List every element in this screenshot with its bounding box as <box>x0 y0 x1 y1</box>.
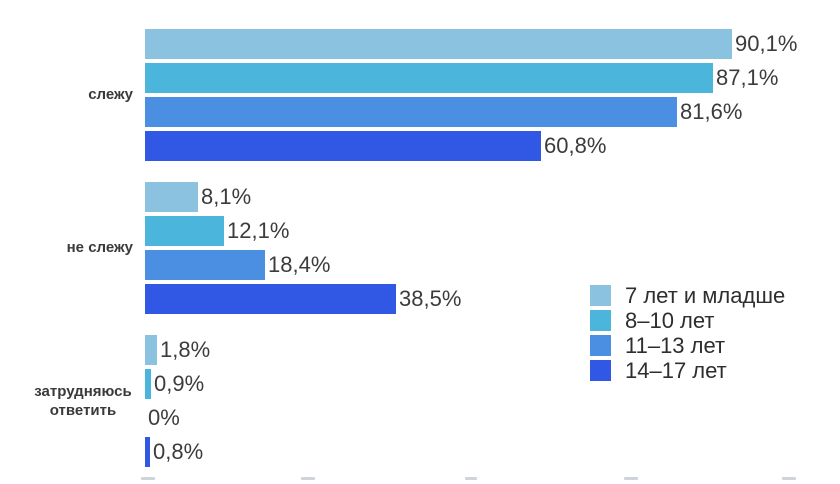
bar <box>145 437 150 467</box>
category-label-text: слежу <box>88 86 133 104</box>
category-label: не слежу <box>0 238 133 258</box>
bar-value-label: 38,5% <box>399 286 462 311</box>
category-label: затрудняюсь ответить <box>0 382 133 421</box>
bar <box>145 284 396 314</box>
cropped-caption-artifact <box>624 477 638 480</box>
bar <box>145 369 151 399</box>
cropped-caption-artifact <box>141 477 155 480</box>
category-label-text: затрудняюсь ответить <box>34 382 132 420</box>
bar <box>145 97 677 127</box>
bar-rows: 90,1% 87,1% 81,6% 60,8% <box>145 29 797 161</box>
bar-value-label: 0% <box>148 405 180 430</box>
bar-rows: 1,8% 0,9% 0% 0,8% <box>145 335 210 467</box>
legend-item: 14–17 лет <box>590 358 785 383</box>
bar-row: 90,1% <box>145 29 797 59</box>
bar-group: слежу 90,1% 87,1% 81,6% 60,8% <box>0 29 840 161</box>
legend-swatch-age-8-10 <box>590 310 611 331</box>
cropped-caption-artifact <box>465 477 477 480</box>
category-label: слежу <box>0 85 133 105</box>
legend-swatch-age-11-13 <box>590 335 611 356</box>
bar-row: 0,9% <box>145 369 210 399</box>
bar-row: 0% <box>145 403 210 433</box>
legend-swatch-age-14-17 <box>590 360 611 381</box>
bar <box>145 182 198 212</box>
bar-row: 8,1% <box>145 182 461 212</box>
cropped-caption-artifact <box>301 477 315 480</box>
bar-group: затрудняюсь ответить 1,8% 0,9% 0% 0,8% <box>0 335 840 467</box>
bar-row: 60,8% <box>145 131 797 161</box>
legend-label: 7 лет и младше <box>625 283 786 308</box>
bar-row: 18,4% <box>145 250 461 280</box>
bar <box>145 335 157 365</box>
bar-value-label: 1,8% <box>160 337 211 362</box>
bar-value-label: 12,1% <box>227 218 290 243</box>
legend-label: 14–17 лет <box>625 358 727 383</box>
bar-value-label: 18,4% <box>268 252 331 277</box>
bar-value-label: 0,9% <box>154 371 205 396</box>
legend-label: 8–10 лет <box>625 308 715 333</box>
bar-row: 81,6% <box>145 97 797 127</box>
bar <box>145 250 265 280</box>
bar <box>145 131 541 161</box>
bar-value-label: 0,8% <box>153 439 204 464</box>
legend-swatch-age-7-and-under <box>590 285 611 306</box>
legend-item: 8–10 лет <box>590 308 785 333</box>
legend-label: 11–13 лет <box>625 333 726 358</box>
legend-item: 11–13 лет <box>590 333 785 358</box>
bar-row: 87,1% <box>145 63 797 93</box>
bar-value-label: 60,8% <box>544 133 607 158</box>
bar-row: 38,5% <box>145 284 461 314</box>
bar <box>145 216 224 246</box>
bar-value-label: 81,6% <box>680 99 743 124</box>
legend-item: 7 лет и младше <box>590 283 786 308</box>
chart-plot-area: слежу 90,1% 87,1% 81,6% 60,8% не слежу 8,1% 12,… <box>0 29 840 484</box>
bar-value-label: 87,1% <box>716 65 779 90</box>
bar-row: 12,1% <box>145 216 461 246</box>
chart-legend: 7 лет и младше 8–10 лет 11–13 лет 14–17 … <box>590 283 786 383</box>
bar <box>145 63 713 93</box>
bar-rows: 8,1% 12,1% 18,4% 38,5% <box>145 182 461 314</box>
bar-row: 0,8% <box>145 437 210 467</box>
bar-value-label: 90,1% <box>735 31 798 56</box>
category-label-text: не слежу <box>66 239 133 257</box>
bar-value-label: 8,1% <box>201 184 252 209</box>
bar-row: 1,8% <box>145 335 210 365</box>
bar <box>145 29 732 59</box>
cropped-caption-artifact <box>782 477 796 480</box>
bar-group: не слежу 8,1% 12,1% 18,4% 38,5% <box>0 182 840 314</box>
